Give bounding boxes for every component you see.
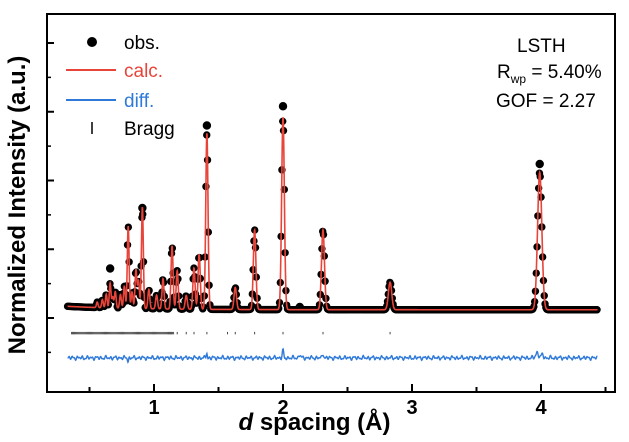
- legend-calc-label: calc.: [124, 61, 163, 82]
- legend-diff-label: diff.: [124, 91, 154, 112]
- legend-obs-marker: [87, 37, 97, 47]
- diff-series-line: [67, 347, 598, 364]
- plot-area: [63, 102, 601, 364]
- bragg-series: [70, 331, 391, 335]
- axes: 1 2 3 4: [46, 13, 616, 419]
- calc-series-line: [67, 117, 598, 311]
- obs-point: [202, 121, 212, 130]
- legend: obs. calc. diff. Bragg: [66, 33, 175, 140]
- sample-label: LSTH: [517, 36, 566, 57]
- x-axis-label-symbol: d: [238, 409, 254, 436]
- legend-obs-label: obs.: [124, 33, 160, 54]
- obs-point: [278, 102, 288, 111]
- x-axis-label-text: spacing (Å): [253, 409, 391, 436]
- x-tick-label: 1: [148, 397, 159, 419]
- obs-point: [105, 264, 115, 273]
- gof-label: GOF = 2.27: [496, 91, 596, 112]
- obs-point: [535, 159, 544, 169]
- rwp-value: = 5.40%: [526, 62, 602, 83]
- x-tick-label: 2: [277, 397, 288, 419]
- x-tick-label: 3: [406, 397, 417, 419]
- legend-bragg-label: Bragg: [124, 119, 175, 140]
- x-axis-label: d spacing (Å): [0, 409, 629, 437]
- axes-frame: [46, 13, 616, 393]
- rwp-label: Rwp = 5.40%: [497, 62, 602, 86]
- rwp-symbol: R: [497, 62, 511, 83]
- rwp-subscript: wp: [510, 71, 527, 86]
- y-axis-label-wrap: Normalized Intensity (a.u.): [0, 20, 36, 390]
- y-axis-label: Normalized Intensity (a.u.): [4, 55, 31, 355]
- x-tick-label: 4: [535, 397, 547, 419]
